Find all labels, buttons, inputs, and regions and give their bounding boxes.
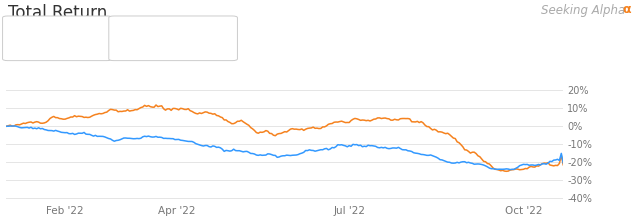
Text: ●: ● [15, 23, 23, 32]
Text: Total Return: Total Return [8, 4, 107, 22]
Text: ●: ● [122, 23, 129, 32]
Text: Total Return: Total Return [122, 47, 172, 56]
Text: Seeking Alpha: Seeking Alpha [541, 4, 625, 18]
Text: NGG: NGG [24, 23, 49, 33]
Text: α: α [623, 3, 631, 16]
Text: Total Return: Total Return [15, 47, 66, 56]
Text: -20.34%: -20.34% [168, 23, 216, 33]
Text: -21.38%: -21.38% [46, 23, 94, 33]
Text: SP500TR: SP500TR [130, 23, 182, 33]
